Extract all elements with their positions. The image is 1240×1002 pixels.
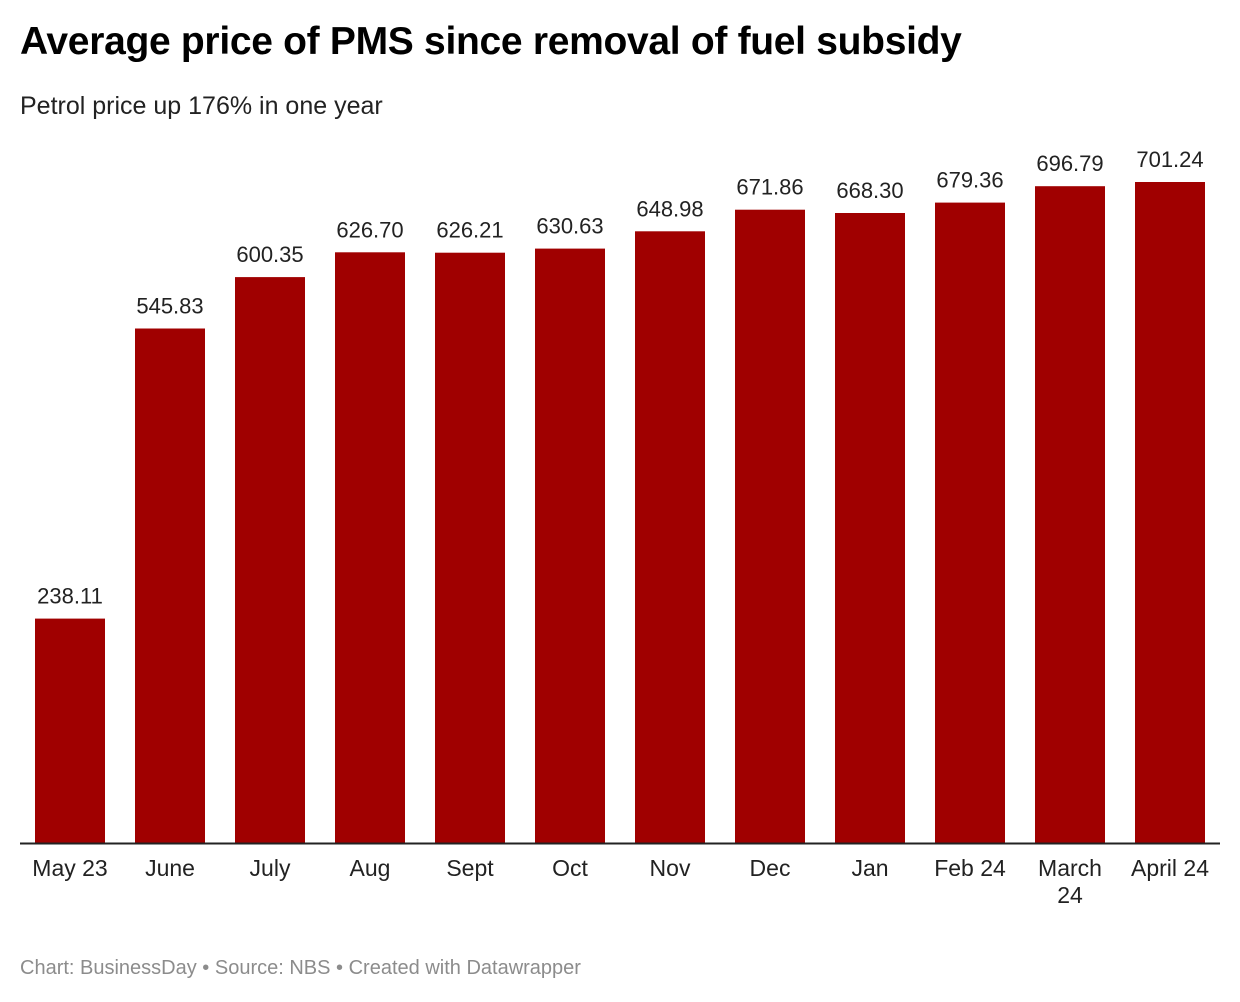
bar[interactable] [535, 248, 605, 844]
bar[interactable] [835, 213, 905, 843]
bar[interactable] [1035, 186, 1105, 843]
bar[interactable] [135, 328, 205, 844]
x-tick-label: July [250, 855, 291, 881]
bar-value-label: 668.30 [836, 178, 903, 203]
bar[interactable] [435, 252, 505, 843]
bar-value-label: 600.35 [236, 242, 303, 267]
x-tick-label: April 24 [1131, 855, 1209, 881]
bar-value-label: 545.83 [136, 294, 203, 319]
footer-credit: Chart: BusinessDay [20, 957, 197, 979]
bar-value-label: 630.63 [536, 214, 603, 239]
footer-separator: • [330, 957, 349, 979]
x-tick-label: Feb 24 [934, 855, 1006, 881]
bar-value-label: 696.79 [1036, 151, 1103, 176]
x-tick-label: Oct [552, 855, 588, 881]
footer-separator: • [196, 957, 215, 979]
bar-value-label: 679.36 [936, 168, 1003, 193]
bar[interactable] [735, 209, 805, 843]
x-tick-label: Jan [851, 855, 888, 881]
x-tick-label: Aug [350, 855, 391, 881]
chart-title: Average price of PMS since removal of fu… [20, 20, 962, 63]
footer-source: Source: NBS [214, 957, 331, 979]
bar-value-label: 626.70 [336, 217, 403, 242]
bar[interactable] [935, 202, 1005, 844]
bar[interactable] [35, 618, 105, 843]
bar[interactable] [635, 231, 705, 844]
x-tick-label: Sept [446, 855, 494, 881]
bar[interactable] [235, 277, 305, 844]
x-tick-label: May 23 [32, 855, 107, 881]
x-tick-label: March 24 [1038, 855, 1102, 908]
x-tick-label: Dec [750, 855, 791, 881]
bar[interactable] [1135, 182, 1205, 843]
bar-value-label: 648.98 [636, 196, 703, 221]
bar[interactable] [335, 252, 405, 844]
chart-subtitle: Petrol price up 176% in one year [20, 92, 383, 120]
bar-value-label: 671.86 [736, 175, 803, 200]
chart-footer: Chart: BusinessDay • Source: NBS • Creat… [20, 957, 581, 980]
bar-value-label: 238.11 [37, 584, 103, 609]
bar-value-label: 626.21 [436, 218, 503, 243]
x-tick-label: June [145, 855, 195, 881]
bar-value-label: 701.24 [1136, 147, 1203, 172]
x-tick-label: Nov [650, 855, 691, 881]
footer-tool-link[interactable]: Created with Datawrapper [348, 957, 581, 979]
